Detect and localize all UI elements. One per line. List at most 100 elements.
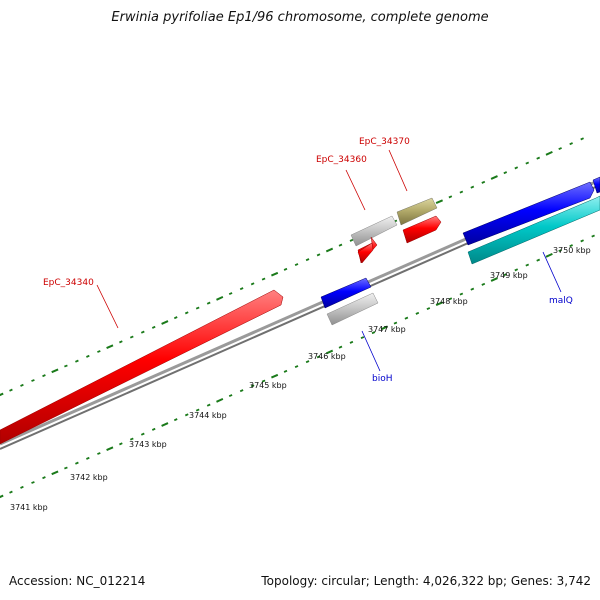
major-tick [270, 271, 279, 277]
minor-tick [349, 238, 354, 242]
major-tick [161, 320, 169, 325]
map-title: Erwinia pyrifoliae Ep1/96 chromosome, co… [111, 10, 489, 25]
minor-tick [228, 292, 233, 296]
minor-tick [97, 350, 101, 353]
minor-tick [481, 282, 486, 286]
minor-tick [173, 418, 178, 422]
major-tick [435, 301, 443, 307]
minor-tick [305, 360, 310, 364]
kbp-label: 3743 kbp [129, 440, 167, 449]
minor-tick [195, 306, 200, 310]
minor-tick [119, 442, 123, 446]
minor-tick [305, 258, 310, 262]
minor-tick [129, 437, 134, 441]
minor-tick [261, 379, 266, 383]
minor-tick [580, 239, 584, 243]
major-tick [325, 247, 334, 253]
major-tick [161, 422, 169, 427]
gene-label-bioH: bioH [372, 374, 393, 384]
gene-red-small-b[interactable] [402, 215, 442, 244]
minor-tick [75, 359, 79, 363]
gene-blue-upper[interactable] [462, 181, 595, 246]
minor-tick [20, 383, 24, 387]
minor-tick [569, 142, 573, 146]
gene-blue-upper-edge[interactable] [592, 176, 600, 194]
kbp-label: 3748 kbp [430, 297, 468, 306]
minor-tick [448, 195, 453, 199]
minor-tick [283, 369, 288, 373]
minor-tick [31, 379, 35, 382]
minor-tick [558, 249, 562, 253]
minor-tick [97, 452, 101, 455]
gene-label-malQ: malQ [549, 296, 573, 306]
minor-tick [470, 287, 475, 291]
minor-tick [404, 316, 409, 320]
gene-red-small-a[interactable] [357, 236, 378, 264]
minor-tick [481, 180, 486, 184]
kbp-label: 3750 kbp [553, 246, 591, 255]
gene-gray-lower[interactable] [326, 292, 379, 326]
minor-tick [184, 311, 189, 315]
major-tick [380, 325, 389, 331]
minor-tick [173, 316, 178, 320]
gene-label-EpC_34360: EpC_34360 [316, 155, 367, 165]
accession-text: Accession: NC_012214 [9, 574, 146, 588]
minor-tick [86, 354, 90, 358]
kbp-label: 3746 kbp [308, 352, 346, 361]
minor-tick [42, 374, 46, 378]
minor-tick [20, 485, 24, 489]
minor-tick [75, 461, 79, 465]
minor-tick [184, 413, 189, 417]
minor-tick [459, 292, 464, 296]
minor-tick [250, 282, 255, 286]
minor-tick [31, 481, 35, 484]
gene-label-EpC_34370: EpC_34370 [359, 137, 410, 147]
minor-tick [558, 147, 562, 151]
gene-bioH[interactable] [320, 277, 372, 309]
minor-tick [261, 277, 266, 281]
minor-tick [503, 171, 508, 175]
major-tick [51, 470, 59, 476]
upper-tick-track [0, 137, 584, 397]
minor-tick [140, 330, 145, 334]
major-tick [0, 392, 4, 397]
kbp-label: 3742 kbp [70, 473, 108, 482]
major-tick [545, 150, 553, 156]
major-tick [270, 373, 279, 379]
kbp-label: 3747 kbp [368, 325, 406, 334]
minor-tick [195, 408, 200, 412]
major-tick [51, 368, 59, 374]
minor-tick [151, 427, 156, 431]
kbp-label: 3744 kbp [189, 411, 227, 420]
major-tick [490, 277, 498, 282]
minor-tick [470, 185, 475, 189]
kbp-label: 3741 kbp [10, 503, 48, 512]
minor-tick [514, 166, 519, 170]
minor-tick [283, 267, 288, 271]
minor-tick [151, 325, 156, 329]
minor-tick [371, 331, 376, 335]
gene-malQ[interactable] [467, 195, 600, 265]
minor-tick [415, 311, 420, 315]
minor-tick [338, 243, 343, 247]
major-tick [216, 397, 224, 403]
minor-tick [536, 258, 541, 262]
gene-EpC_34370[interactable] [396, 197, 438, 226]
kbp-label: 3745 kbp [249, 381, 287, 390]
minor-tick [316, 253, 321, 257]
minor-tick [525, 263, 530, 267]
gene-EpC_34340[interactable] [0, 289, 284, 445]
minor-tick [64, 466, 68, 470]
minor-tick [294, 365, 299, 369]
minor-tick [250, 384, 255, 388]
minor-tick [591, 234, 595, 238]
gene-EpC_34360[interactable] [350, 215, 398, 247]
minor-tick [228, 394, 233, 398]
minor-tick [580, 137, 584, 141]
minor-tick [536, 156, 541, 160]
minor-tick [448, 297, 453, 301]
major-tick [106, 446, 114, 452]
gene-label-EpC_34340: EpC_34340 [43, 278, 94, 288]
major-tick [325, 349, 334, 355]
minor-tick [294, 263, 299, 267]
